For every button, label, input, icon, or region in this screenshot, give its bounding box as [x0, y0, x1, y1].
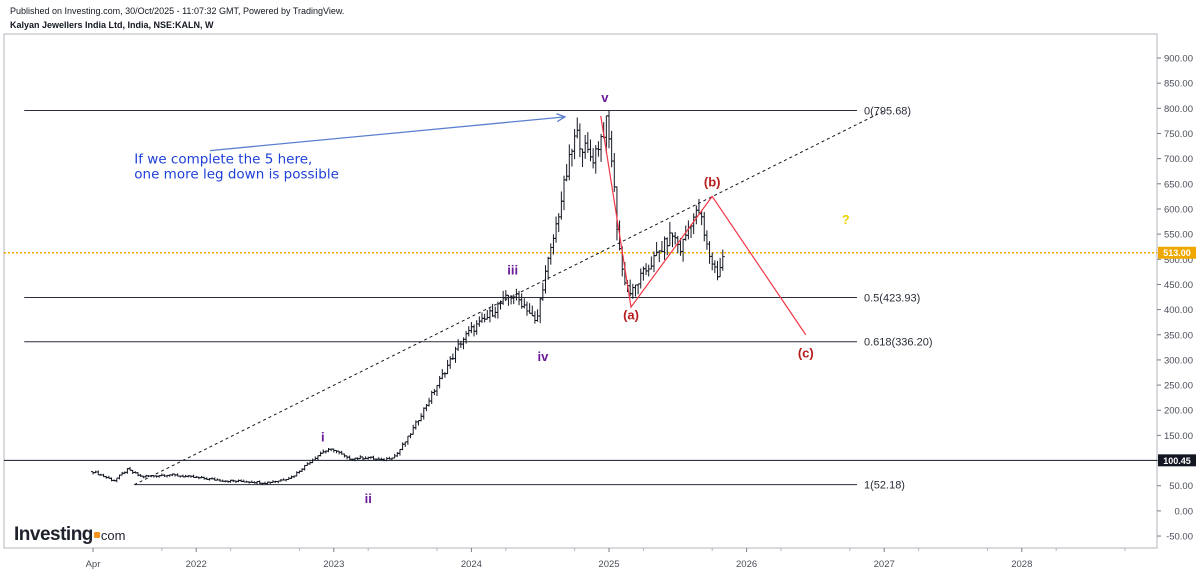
y-tick-label: 350.00: [1164, 330, 1193, 341]
y-tick-label: 0.00: [1175, 506, 1194, 517]
wave-label: ii: [365, 491, 372, 506]
y-tick-label: 900.00: [1164, 54, 1193, 65]
y-tick-label: 450.00: [1164, 280, 1193, 291]
question-mark-label: ?: [842, 212, 850, 227]
annotation-arrow-head: [556, 113, 567, 123]
wave-label: i: [321, 429, 325, 444]
symbol-title: Kalyan Jewellers India Ltd, India, NSE:K…: [10, 20, 214, 30]
x-tick-label: 2024: [461, 559, 482, 570]
y-axis: 900.00 850.00 800.00 750.00 700.00 650.00 600.…: [1157, 54, 1193, 543]
y-tick-label: 650.00: [1164, 179, 1193, 190]
wave-label: iii: [507, 262, 518, 277]
x-tick-label: 2025: [598, 559, 619, 570]
y-tick-label: 550.00: [1164, 230, 1193, 241]
wave-label: iv: [538, 349, 550, 364]
ohlc-bars: [91, 110, 725, 486]
x-tick-label: 2026: [736, 559, 757, 570]
y-tick-label: 500.00: [1164, 255, 1193, 266]
x-tick-label: 2027: [874, 559, 895, 570]
x-tick-label: Apr: [86, 559, 101, 570]
y-tick-label: 750.00: [1164, 129, 1193, 140]
fib-level-label: 1(52.18): [864, 480, 905, 492]
correction-label: (a): [623, 308, 639, 323]
y-tick-label: 50.00: [1169, 481, 1193, 492]
logo-suffix: com: [100, 528, 126, 543]
y-tick-label: -50.00: [1166, 532, 1193, 543]
wave-label: v: [601, 90, 609, 105]
trendline-dashed: [134, 110, 885, 486]
logo-main: Investing: [14, 524, 93, 545]
y-tick-label: 800.00: [1164, 104, 1193, 115]
reference-price-tag-bg: [1158, 454, 1196, 467]
x-tick-label: 2023: [323, 559, 344, 570]
annotation-text: one more leg down is possible: [134, 167, 339, 183]
plot-frame: [3, 33, 1158, 549]
y-tick-label: 850.00: [1164, 79, 1193, 90]
investing-logo: Investing com: [14, 524, 125, 546]
correction-path: [600, 115, 807, 336]
logo-dot: [93, 532, 100, 538]
x-tick-label: 2022: [186, 559, 207, 570]
reference-price-tag: 100.45: [1163, 456, 1191, 466]
chart-header: Published on Investing.com, 30/Oct/2025 …: [10, 4, 344, 32]
y-tick-label: 150.00: [1164, 431, 1193, 442]
annotation-arrow-shaft: [209, 116, 566, 152]
y-tick-label: 700.00: [1164, 154, 1193, 165]
published-line: Published on Investing.com, 30/Oct/2025 …: [10, 6, 345, 16]
fib-level-label: 0(795.68): [864, 105, 911, 117]
fib-level-label: 0.618(336.20): [864, 337, 933, 349]
correction-label: (b): [704, 174, 721, 189]
fib-level-label: 0.5(423.93): [864, 293, 920, 305]
last-price-tag-bg: [1158, 246, 1196, 259]
y-tick-label: 250.00: [1164, 381, 1193, 392]
x-tick-label: 2028: [1011, 559, 1032, 570]
last-price-tag: 513.00: [1163, 248, 1191, 258]
x-axis: Apr 2022 2023 2024 2025 2026 2027 2028: [86, 548, 1126, 570]
correction-label: (c): [798, 345, 814, 360]
y-tick-label: 200.00: [1164, 406, 1193, 417]
y-tick-label: 600.00: [1164, 204, 1193, 215]
y-tick-label: 300.00: [1164, 355, 1193, 366]
y-tick-label: 400.00: [1164, 305, 1193, 316]
annotation-text: If we complete the 5 here,: [134, 152, 312, 168]
